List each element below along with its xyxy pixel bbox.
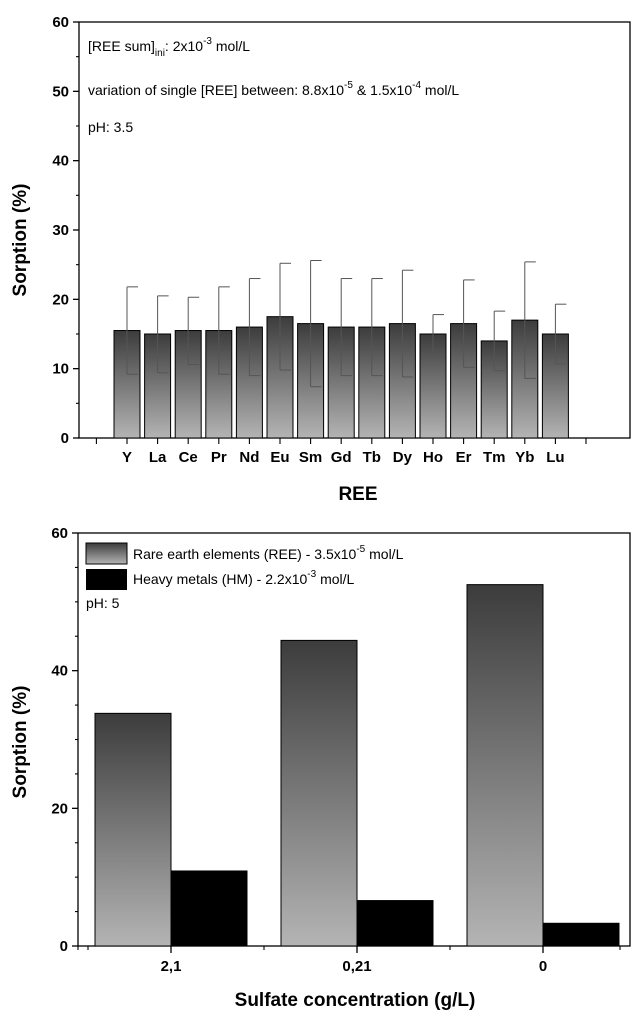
error-bar-er (463, 279, 475, 368)
x-tick-label: La (149, 449, 167, 466)
error-bar-ce (187, 296, 200, 366)
bar-hm-1 (356, 900, 434, 947)
x-axis-ticks: 2,1 0,21 0 (77, 946, 621, 975)
bar-hm-2 (542, 922, 620, 947)
x-tick-label: 0 (539, 958, 547, 975)
annotation-ree-variation: variation of single [REE] between: 8.8x1… (88, 80, 459, 98)
x-tick-label: 2,1 (161, 958, 182, 975)
error-bar-tb (371, 278, 383, 377)
x-tick-label: Y (122, 449, 132, 466)
y-tick-label: 40 (51, 663, 68, 680)
y-tick-label: 30 (52, 222, 69, 239)
legend-swatch-hm (86, 569, 127, 590)
error-bars (126, 260, 567, 388)
x-tick-label: Lu (546, 449, 564, 466)
x-tick-label: Ho (423, 449, 443, 466)
legend-label-ree: Rare earth elements (REE) - 3.5x10-5 mol… (133, 544, 404, 562)
bars (94, 584, 620, 947)
y-axis-label: Sorption (%) (10, 686, 31, 799)
error-bar-ho (432, 314, 444, 354)
x-tick-label: Tb (363, 449, 381, 466)
annotation-ph: pH: 3.5 (88, 119, 133, 135)
x-tick-label: Gd (331, 449, 352, 466)
bar-ree-0 (94, 712, 172, 947)
x-tick-label: 0,21 (342, 958, 371, 975)
y-tick-label: 60 (51, 525, 68, 542)
error-bar-la (157, 295, 169, 374)
error-bar-pr (218, 286, 230, 375)
y-tick-label: 0 (61, 430, 69, 447)
y-axis-label: Sorption (%) (10, 184, 31, 297)
bar-ree-2 (466, 584, 544, 947)
x-tick-label: Pr (211, 449, 227, 466)
x-tick-label: Sm (299, 449, 322, 466)
legend: Rare earth elements (REE) - 3.5x10-5 mol… (85, 542, 404, 590)
x-tick-label: Ce (179, 449, 198, 466)
error-bar-sm (310, 260, 322, 388)
error-bar-nd (248, 278, 261, 377)
error-bar-y (126, 286, 138, 375)
x-axis-label: Sulfate concentration (g/L) (235, 990, 476, 1011)
y-tick-label: 10 (52, 361, 69, 378)
y-axis-ticks: 0 10 20 30 40 50 60 (52, 14, 79, 447)
x-tick-label: Nd (239, 449, 259, 466)
y-tick-label: 50 (52, 83, 69, 100)
y-tick-label: 40 (52, 153, 69, 170)
error-bar-gd (340, 278, 353, 377)
bars (113, 316, 569, 439)
annotation-ph: pH: 5 (86, 595, 120, 611)
x-tick-label: Tm (483, 449, 506, 466)
x-tick-label: Eu (270, 449, 289, 466)
error-bar-eu (279, 262, 291, 371)
error-bar-yb (524, 261, 536, 379)
bar-ree-1 (280, 639, 358, 947)
error-bar-dy (401, 269, 414, 378)
x-tick-label: Dy (393, 449, 413, 466)
x-axis-ticks: Y La Ce Pr Nd Eu Sm Gd Tb Dy Ho Er Tm Yb Lu (95, 438, 587, 466)
y-tick-label: 20 (51, 800, 68, 817)
x-axis-label: REE (338, 484, 377, 505)
error-bar-lu (554, 303, 567, 365)
x-tick-label: Er (456, 449, 472, 466)
sulfate-sorption-panel: 0 20 40 60 2,1 0,21 0 Sorption (%) Sulfate co… (10, 525, 631, 1011)
legend-label-hm: Heavy metals (HM) - 2.2x10-3 mol/L (133, 569, 355, 587)
legend-swatch-ree (85, 542, 128, 565)
y-axis-ticks: 0 20 40 60 (51, 525, 78, 955)
y-tick-label: 60 (52, 14, 69, 31)
y-tick-label: 0 (60, 938, 68, 955)
x-tick-label: Yb (515, 449, 534, 466)
annotation-ree-sum: [REE sum]ini: 2x10-3 mol/L (88, 36, 250, 59)
bar-hm-0 (170, 870, 248, 947)
error-bar-tm (493, 310, 506, 372)
y-tick-label: 20 (52, 291, 69, 308)
